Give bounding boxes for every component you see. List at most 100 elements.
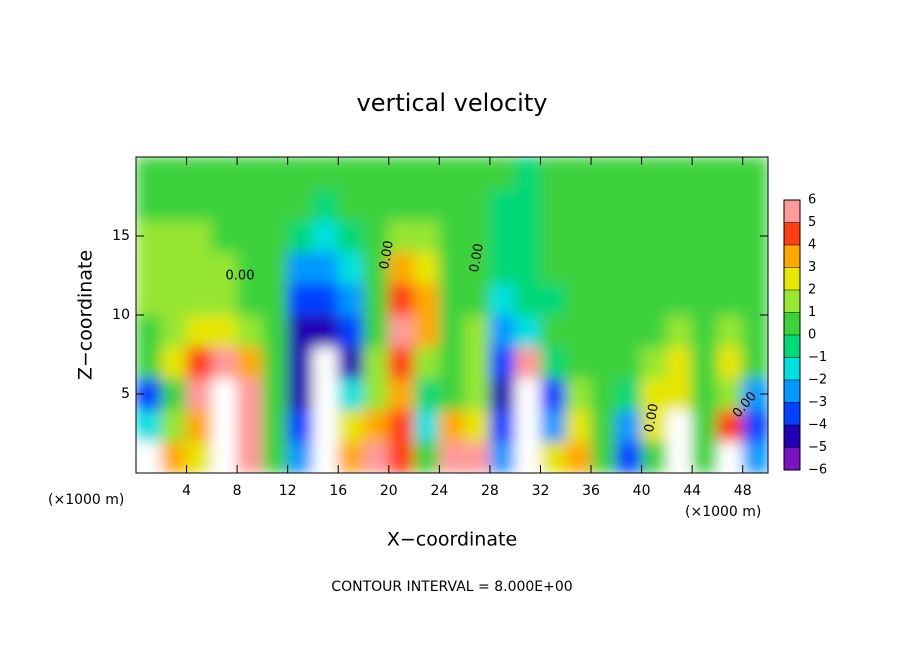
heat-cell: [514, 440, 541, 473]
heat-cell: [261, 157, 289, 190]
heat-cell: [464, 282, 491, 316]
heat-cell: [666, 409, 693, 442]
heat-cell: [413, 251, 440, 284]
x-tick-label: 36: [582, 483, 600, 499]
heat-cell: [261, 409, 289, 442]
heat-cell: [312, 188, 339, 221]
heat-cell: [464, 440, 491, 473]
heat-cell: [236, 188, 263, 221]
contour-label: 0.00: [642, 402, 662, 433]
heat-cell: [716, 409, 744, 442]
heat-cell: [641, 282, 668, 316]
heat-cell: [691, 157, 718, 190]
heat-cell: [691, 377, 718, 411]
heat-cell: [615, 282, 643, 316]
heat-cell: [236, 440, 263, 473]
heat-cell: [641, 157, 668, 190]
heat-cell: [211, 314, 238, 348]
heat-cell: [160, 251, 188, 284]
x-tick-label: 40: [633, 483, 651, 499]
heat-cell: [160, 188, 188, 221]
heat-cell: [413, 440, 440, 473]
x-tick-label: 24: [430, 483, 448, 499]
heat-cell: [160, 282, 188, 316]
heat-cell: [136, 409, 162, 442]
heat-cell: [691, 251, 718, 284]
colorbar-label: 0: [808, 328, 816, 343]
heat-cell: [236, 157, 263, 190]
heat-cell: [539, 188, 567, 221]
heat-cell: [312, 409, 339, 442]
heat-cell: [413, 377, 440, 411]
heat-cell: [312, 219, 339, 253]
heat-cell: [514, 251, 541, 284]
heat-cell: [363, 314, 390, 348]
heat-cell: [489, 282, 516, 316]
heat-cell: [641, 409, 668, 442]
heat-cell: [160, 219, 188, 253]
heat-cell: [413, 188, 440, 221]
heat-cell: [590, 440, 617, 473]
heat-cell: [641, 377, 668, 411]
x-tick-label: 4: [182, 483, 191, 499]
heat-cell: [666, 346, 693, 379]
heat-cell: [236, 282, 263, 316]
heat-cell: [489, 377, 516, 411]
heat-cell: [615, 346, 643, 379]
heat-cell: [666, 377, 693, 411]
heat-cell: [716, 282, 744, 316]
heat-cell: [691, 188, 718, 221]
heat-cell: [337, 409, 365, 442]
colorbar-swatch: [784, 357, 800, 380]
heat-cell: [716, 440, 744, 473]
heat-cell: [539, 409, 567, 442]
y-tick-label: 15: [112, 228, 130, 244]
colorbar-swatch: [784, 200, 800, 223]
heat-cell: [312, 282, 339, 316]
heat-cell: [489, 409, 516, 442]
heat-cell: [312, 251, 339, 284]
heat-cell: [337, 157, 365, 190]
heat-cell: [136, 440, 162, 473]
heat-cell: [236, 219, 263, 253]
heat-cell: [716, 346, 744, 379]
heat-cell: [236, 251, 263, 284]
contour-label: 0.00: [377, 239, 397, 270]
heat-cell: [337, 377, 365, 411]
heat-cell: [565, 440, 592, 473]
heat-cell: [438, 219, 466, 253]
heat-cell: [464, 346, 491, 379]
heat-cell: [363, 282, 390, 316]
x-unit: (×1000 m): [48, 492, 124, 508]
heat-cell: [388, 188, 415, 221]
heat-cell: [615, 377, 643, 411]
heat-cell: [337, 440, 365, 473]
x-tick-label: 20: [380, 483, 398, 499]
plot-area: [136, 157, 768, 473]
heat-cell: [590, 219, 617, 253]
heat-cell: [539, 440, 567, 473]
heat-cell: [716, 251, 744, 284]
colorbar-label: −1: [808, 350, 827, 365]
heat-cell: [388, 346, 415, 379]
heat-cell: [742, 314, 768, 348]
heat-cell: [363, 157, 390, 190]
footer-note: CONTOUR INTERVAL = 8.000E+00: [331, 579, 572, 595]
heat-cell: [337, 251, 365, 284]
heat-cell: [565, 219, 592, 253]
heat-cell: [438, 282, 466, 316]
heat-cell: [641, 314, 668, 348]
heat-cell: [641, 440, 668, 473]
heat-cell: [186, 251, 213, 284]
colorbar-swatch: [784, 402, 800, 425]
heat-cell: [438, 314, 466, 348]
heat-cell: [539, 251, 567, 284]
heat-cell: [666, 219, 693, 253]
heat-cell: [691, 440, 718, 473]
heat-cell: [363, 188, 390, 221]
heat-cell: [539, 282, 567, 316]
heat-cell: [211, 219, 238, 253]
heat-cell: [464, 314, 491, 348]
heat-cell: [666, 314, 693, 348]
heat-cell: [615, 409, 643, 442]
